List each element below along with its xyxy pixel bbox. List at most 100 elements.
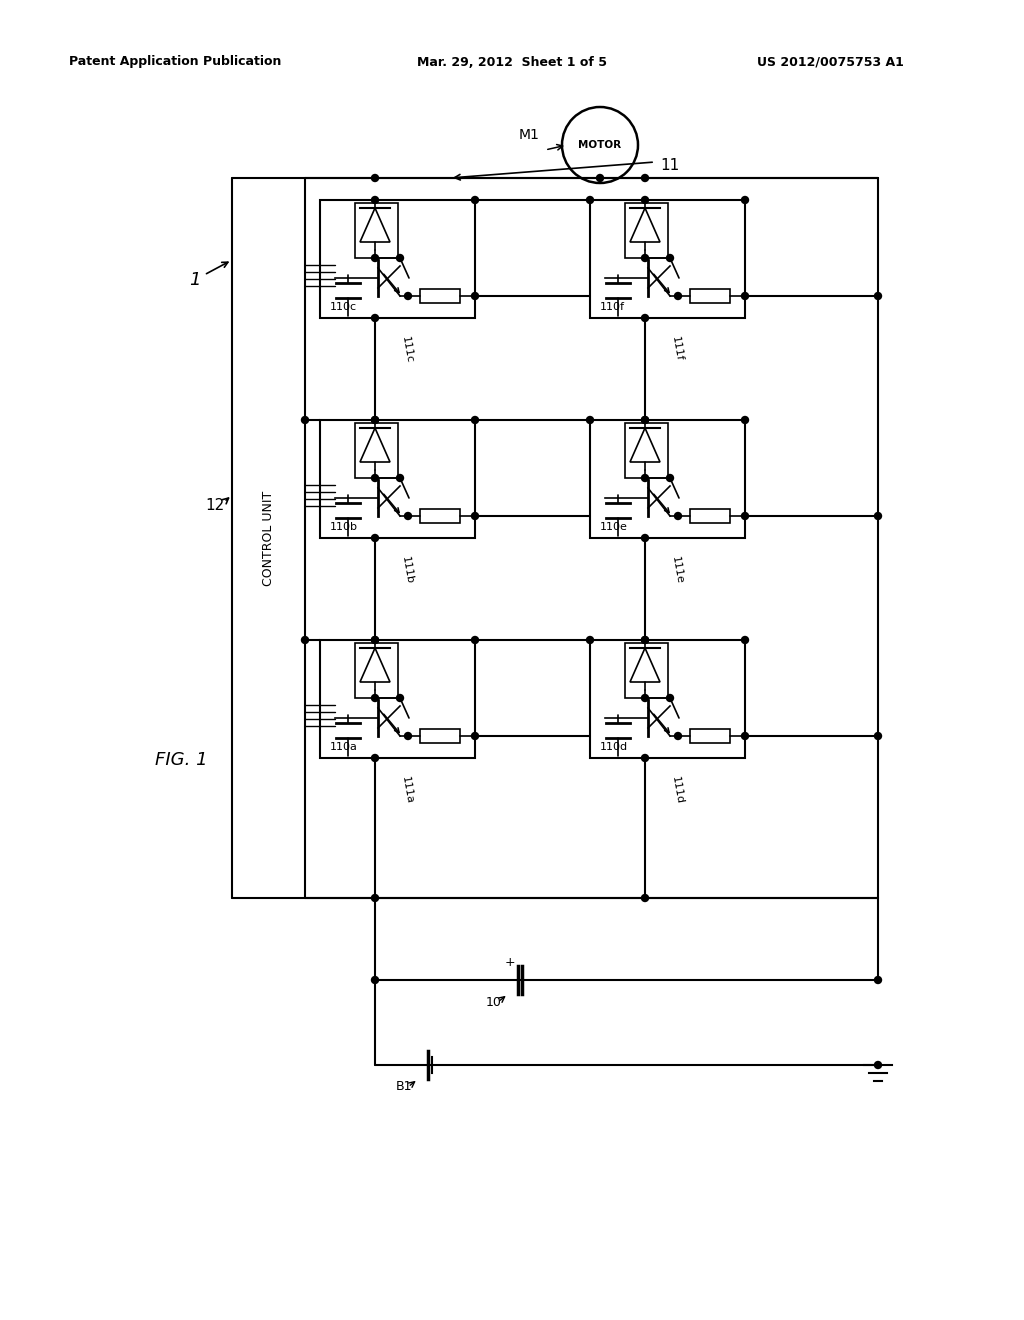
Circle shape [372, 197, 379, 203]
Circle shape [641, 694, 648, 701]
Circle shape [372, 755, 379, 762]
Bar [625, 203, 668, 257]
Circle shape [396, 694, 403, 701]
Text: CONTROL UNIT: CONTROL UNIT [261, 490, 274, 586]
Circle shape [372, 314, 379, 322]
Circle shape [641, 895, 648, 902]
Circle shape [471, 512, 478, 520]
Bar [355, 422, 398, 478]
Bar [690, 289, 730, 304]
Text: FIG. 1: FIG. 1 [155, 751, 208, 770]
Circle shape [874, 977, 882, 983]
Text: 110f: 110f [600, 302, 625, 312]
Text: 111b: 111b [399, 556, 415, 585]
Circle shape [667, 474, 674, 482]
Circle shape [404, 293, 412, 300]
Circle shape [675, 733, 682, 739]
Circle shape [667, 255, 674, 261]
Circle shape [372, 417, 379, 424]
Circle shape [372, 174, 379, 181]
Circle shape [874, 733, 882, 739]
Circle shape [372, 694, 379, 701]
Circle shape [874, 512, 882, 520]
Text: 110a: 110a [330, 742, 357, 752]
Circle shape [372, 895, 379, 902]
Circle shape [741, 512, 749, 520]
Circle shape [372, 255, 379, 261]
Text: 110d: 110d [600, 742, 628, 752]
Bar [690, 510, 730, 523]
Text: Patent Application Publication: Patent Application Publication [69, 55, 282, 69]
Circle shape [372, 636, 379, 644]
Bar [420, 289, 460, 304]
Circle shape [641, 197, 648, 203]
Text: 111c: 111c [399, 337, 415, 364]
Circle shape [675, 293, 682, 300]
Text: M1: M1 [519, 128, 540, 143]
Circle shape [372, 535, 379, 541]
Circle shape [587, 636, 594, 644]
Text: 10: 10 [486, 995, 502, 1008]
Bar [420, 729, 460, 743]
Text: US 2012/0075753 A1: US 2012/0075753 A1 [757, 55, 903, 69]
Circle shape [404, 512, 412, 520]
Bar [319, 201, 475, 318]
Circle shape [741, 293, 749, 300]
Bar [625, 422, 668, 478]
Circle shape [641, 535, 648, 541]
Circle shape [396, 255, 403, 261]
Bar [319, 640, 475, 758]
Bar [690, 729, 730, 743]
Circle shape [641, 174, 648, 181]
Circle shape [874, 293, 882, 300]
Text: 111e: 111e [670, 556, 684, 585]
Circle shape [641, 255, 648, 261]
Circle shape [372, 977, 379, 983]
Circle shape [641, 636, 648, 644]
Bar [355, 643, 398, 698]
Text: 111f: 111f [670, 337, 684, 363]
Circle shape [471, 733, 478, 739]
Bar [590, 420, 745, 539]
Circle shape [641, 474, 648, 482]
Circle shape [874, 1061, 882, 1068]
Circle shape [741, 197, 749, 203]
Text: 111d: 111d [670, 776, 684, 805]
Circle shape [372, 636, 379, 644]
Circle shape [396, 474, 403, 482]
Bar [355, 203, 398, 257]
Text: 110e: 110e [600, 521, 628, 532]
Circle shape [675, 512, 682, 520]
Circle shape [597, 174, 603, 181]
Circle shape [667, 694, 674, 701]
Circle shape [301, 417, 308, 424]
Text: +: + [505, 956, 515, 969]
Circle shape [301, 636, 308, 644]
Circle shape [372, 417, 379, 424]
Circle shape [641, 636, 648, 644]
Circle shape [641, 755, 648, 762]
Text: B1: B1 [395, 1081, 412, 1093]
Circle shape [641, 314, 648, 322]
Circle shape [641, 417, 648, 424]
Bar [420, 510, 460, 523]
Text: 1: 1 [189, 271, 201, 289]
Text: 111a: 111a [399, 776, 415, 805]
Circle shape [587, 417, 594, 424]
Circle shape [741, 417, 749, 424]
Circle shape [404, 733, 412, 739]
Circle shape [471, 293, 478, 300]
Text: 11: 11 [660, 157, 679, 173]
Text: MOTOR: MOTOR [579, 140, 622, 150]
Circle shape [372, 474, 379, 482]
Circle shape [587, 197, 594, 203]
Bar [590, 201, 745, 318]
Text: 110c: 110c [330, 302, 357, 312]
Circle shape [741, 636, 749, 644]
Bar [319, 420, 475, 539]
Circle shape [741, 733, 749, 739]
Circle shape [471, 636, 478, 644]
Circle shape [641, 417, 648, 424]
Circle shape [471, 417, 478, 424]
Text: Mar. 29, 2012  Sheet 1 of 5: Mar. 29, 2012 Sheet 1 of 5 [417, 55, 607, 69]
